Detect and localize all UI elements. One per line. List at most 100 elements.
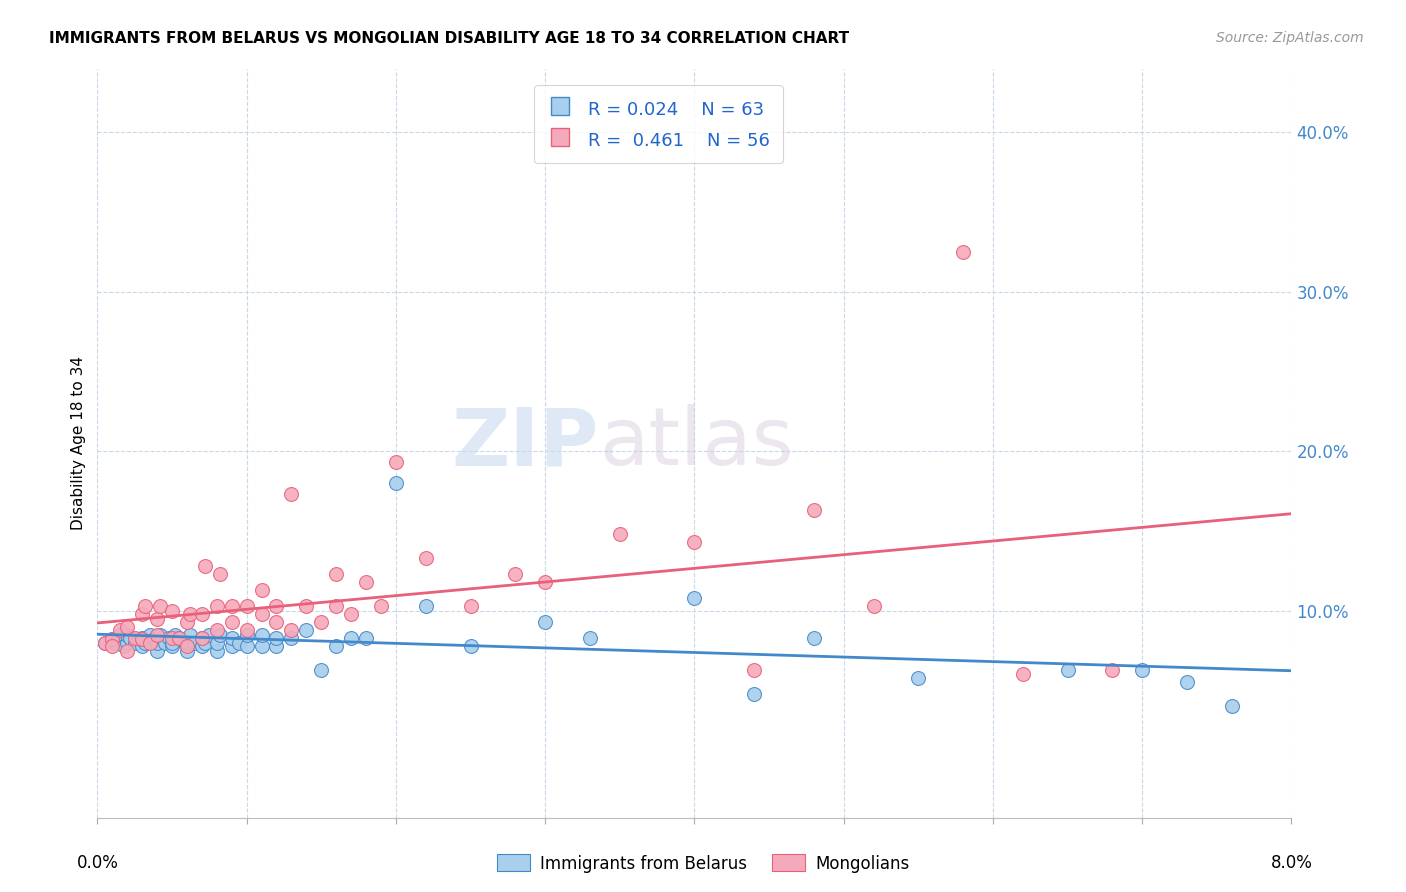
Point xyxy=(191,631,214,645)
Point xyxy=(205,643,228,657)
Point xyxy=(683,591,706,605)
Point xyxy=(176,635,198,649)
Y-axis label: Disability Age 18 to 34: Disability Age 18 to 34 xyxy=(72,356,86,530)
Point xyxy=(146,643,169,657)
Point xyxy=(176,615,198,629)
Point xyxy=(208,627,231,641)
Point xyxy=(169,631,191,645)
Point xyxy=(221,631,243,645)
Text: ZIP: ZIP xyxy=(451,404,599,483)
Point xyxy=(115,619,138,633)
Point xyxy=(108,623,131,637)
Point xyxy=(179,627,201,641)
Point xyxy=(280,487,302,501)
Point xyxy=(385,455,408,469)
Point xyxy=(115,627,138,641)
Point xyxy=(104,635,127,649)
Text: atlas: atlas xyxy=(599,404,793,483)
Point xyxy=(115,635,138,649)
Point xyxy=(952,244,974,259)
Point xyxy=(340,607,363,621)
Point xyxy=(742,663,765,677)
Point xyxy=(235,623,257,637)
Point xyxy=(115,643,138,657)
Point xyxy=(169,631,191,645)
Point xyxy=(146,627,169,641)
Point xyxy=(235,627,257,641)
Point xyxy=(160,639,183,653)
Text: 8.0%: 8.0% xyxy=(1271,854,1312,871)
Point xyxy=(415,599,437,613)
Point xyxy=(354,574,377,589)
Point xyxy=(266,599,288,613)
Point xyxy=(108,627,131,641)
Point xyxy=(149,627,172,641)
Point xyxy=(163,627,186,641)
Point xyxy=(579,631,602,645)
Point xyxy=(250,627,273,641)
Text: Source: ZipAtlas.com: Source: ZipAtlas.com xyxy=(1216,31,1364,45)
Text: IMMIGRANTS FROM BELARUS VS MONGOLIAN DISABILITY AGE 18 TO 34 CORRELATION CHART: IMMIGRANTS FROM BELARUS VS MONGOLIAN DIS… xyxy=(49,31,849,46)
Point xyxy=(235,639,257,653)
Point xyxy=(309,663,332,677)
Point xyxy=(609,527,631,541)
Point xyxy=(325,639,347,653)
Point xyxy=(131,632,153,647)
Point xyxy=(803,503,825,517)
Point xyxy=(134,635,156,649)
Point xyxy=(131,607,153,621)
Point xyxy=(235,599,257,613)
Point xyxy=(94,635,117,649)
Point xyxy=(221,639,243,653)
Point xyxy=(228,635,250,649)
Point xyxy=(385,476,408,491)
Point xyxy=(124,635,146,649)
Point xyxy=(325,566,347,581)
Point xyxy=(250,582,273,597)
Point xyxy=(221,599,243,613)
Point xyxy=(191,607,214,621)
Point xyxy=(160,635,183,649)
Point xyxy=(131,631,153,645)
Point xyxy=(94,635,117,649)
Point xyxy=(1175,675,1198,690)
Point xyxy=(221,615,243,629)
Point xyxy=(112,639,135,653)
Point xyxy=(503,566,526,581)
Point xyxy=(340,631,363,645)
Point xyxy=(683,535,706,549)
Point xyxy=(205,635,228,649)
Point xyxy=(160,631,183,645)
Point xyxy=(208,566,231,581)
Point xyxy=(134,599,156,613)
Point xyxy=(907,671,929,685)
Point xyxy=(153,635,176,649)
Point xyxy=(179,607,201,621)
Legend: R = 0.024    N = 63, R =  0.461    N = 56: R = 0.024 N = 63, R = 0.461 N = 56 xyxy=(534,85,783,163)
Point xyxy=(157,631,180,645)
Point xyxy=(160,604,183,618)
Point xyxy=(128,632,150,647)
Text: 0.0%: 0.0% xyxy=(76,854,118,871)
Point xyxy=(205,599,228,613)
Point xyxy=(176,639,198,653)
Point xyxy=(138,635,160,649)
Point xyxy=(131,639,153,653)
Point xyxy=(1220,699,1243,714)
Point xyxy=(460,639,482,653)
Point xyxy=(183,635,205,649)
Point xyxy=(280,631,302,645)
Point xyxy=(266,615,288,629)
Point xyxy=(309,615,332,629)
Point xyxy=(250,607,273,621)
Point xyxy=(460,599,482,613)
Point xyxy=(124,631,146,645)
Point xyxy=(101,639,124,653)
Point xyxy=(191,639,214,653)
Point xyxy=(295,623,318,637)
Point xyxy=(205,623,228,637)
Point xyxy=(146,635,169,649)
Point xyxy=(1056,663,1078,677)
Point xyxy=(415,551,437,566)
Point xyxy=(198,627,221,641)
